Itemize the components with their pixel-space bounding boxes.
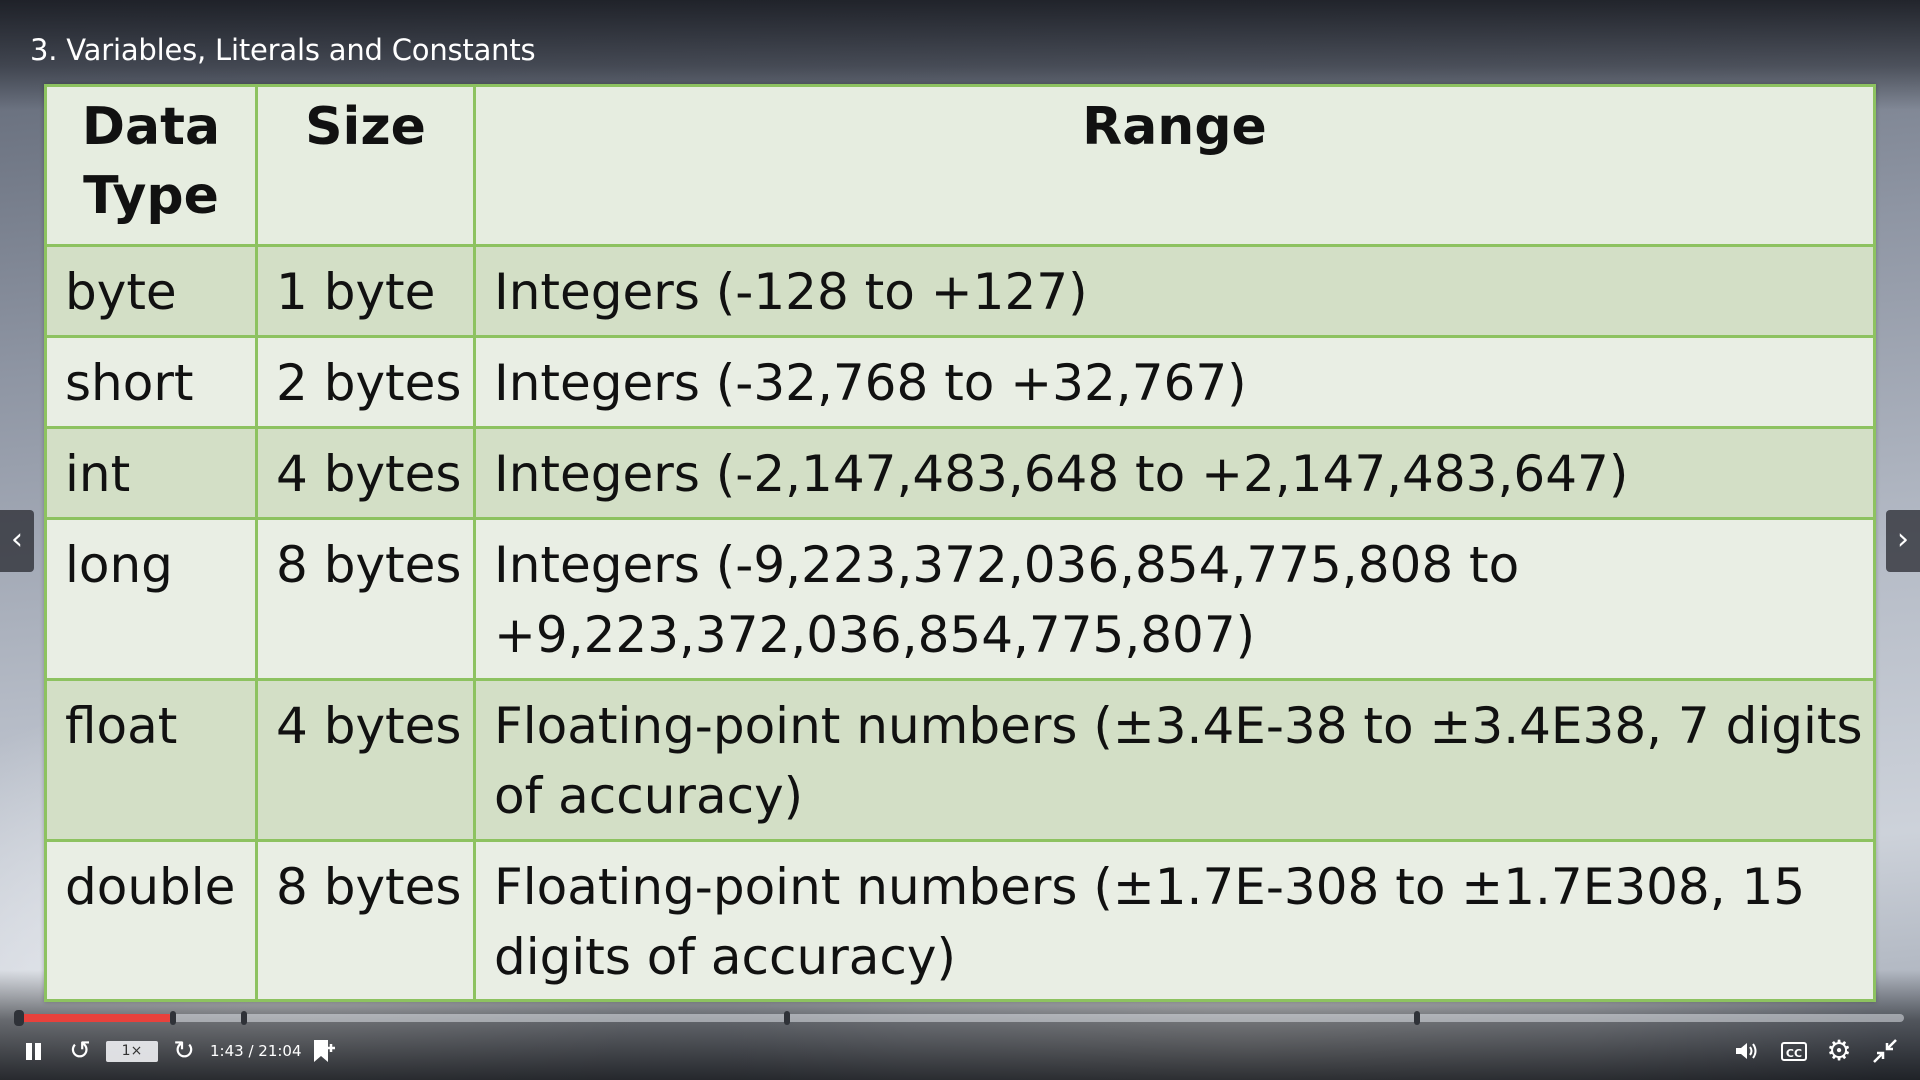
cell-size: 8 bytes (255, 517, 476, 681)
time-readout: 1:43 / 21:04 (210, 1042, 302, 1060)
bookmark-icon (314, 1040, 335, 1062)
previous-lecture-button[interactable]: ‹ (0, 510, 34, 572)
volume-icon (1736, 1043, 1757, 1059)
captions-button[interactable]: CC (1781, 1042, 1807, 1061)
chevron-left-icon: ‹ (11, 522, 23, 557)
cell-size: 2 bytes (255, 335, 476, 429)
header-data-type: Data Type (44, 84, 258, 247)
data-types-table: Data Type Size Range byte 1 byte Integer… (44, 84, 1876, 1002)
header-size: Size (255, 84, 476, 247)
forward-button[interactable]: ↻ (170, 1036, 198, 1066)
forward-icon: ↻ (173, 1036, 195, 1066)
table-row: int 4 bytes Integers (-2,147,483,648 to … (44, 426, 1876, 520)
cell-type: short (44, 335, 258, 429)
settings-button[interactable]: ⚙ (1824, 1036, 1854, 1066)
cell-range: Integers (-2,147,483,648 to +2,147,483,6… (473, 426, 1876, 520)
cell-type: float (44, 678, 258, 842)
cell-size: 8 bytes (255, 839, 476, 1002)
playback-speed-button[interactable]: 1× (106, 1041, 158, 1062)
rewind-button[interactable]: ↺ (66, 1036, 94, 1066)
chapter-marker (1414, 1011, 1421, 1025)
cell-type: byte (44, 244, 258, 338)
progress-bar[interactable] (14, 1010, 1904, 1026)
pause-button[interactable] (22, 1036, 44, 1066)
exit-fullscreen-icon (1873, 1039, 1897, 1063)
exit-fullscreen-button[interactable] (1870, 1036, 1900, 1066)
table-row: short 2 bytes Integers (-32,768 to +32,7… (44, 335, 1876, 429)
header-range: Range (473, 84, 1876, 247)
video-title: 3. Variables, Literals and Constants (30, 33, 536, 67)
cell-type: long (44, 517, 258, 681)
table-row: float 4 bytes Floating-point numbers (±3… (44, 678, 1876, 842)
cell-range: Integers (-32,768 to +32,767) (473, 335, 1876, 429)
cell-range: Floating-point numbers (±1.7E-308 to ±1.… (473, 839, 1876, 1002)
replay-icon: ↺ (69, 1036, 91, 1066)
cell-type: double (44, 839, 258, 1002)
table-header-row: Data Type Size Range (44, 84, 1876, 247)
cell-range: Integers (-128 to +127) (473, 244, 1876, 338)
cell-range: Floating-point numbers (±3.4E-38 to ±3.4… (473, 678, 1876, 842)
next-lecture-button[interactable]: › (1886, 510, 1920, 572)
cell-type: int (44, 426, 258, 520)
add-bookmark-button[interactable] (310, 1036, 338, 1066)
chevron-right-icon: › (1897, 522, 1909, 557)
chapter-marker (241, 1011, 248, 1025)
volume-button[interactable] (1732, 1036, 1762, 1066)
pause-icon (26, 1043, 32, 1060)
table-row: double 8 bytes Floating-point numbers (±… (44, 839, 1876, 1002)
cell-range: Integers (-9,223,372,036,854,775,808 to … (473, 517, 1876, 681)
playhead-handle[interactable] (169, 1011, 176, 1025)
cell-size: 1 byte (255, 244, 476, 338)
table-row: byte 1 byte Integers (-128 to +127) (44, 244, 1876, 338)
chapter-marker (784, 1011, 791, 1025)
player-controls: ↺ 1× ↻ 1:43 / 21:04 CC ⚙ (0, 1036, 1920, 1066)
cell-size: 4 bytes (255, 678, 476, 842)
gear-icon: ⚙ (1826, 1034, 1852, 1067)
table-row: long 8 bytes Integers (-9,223,372,036,85… (44, 517, 1876, 681)
progress-played (18, 1014, 173, 1022)
progress-start-marker (14, 1010, 24, 1026)
cell-size: 4 bytes (255, 426, 476, 520)
